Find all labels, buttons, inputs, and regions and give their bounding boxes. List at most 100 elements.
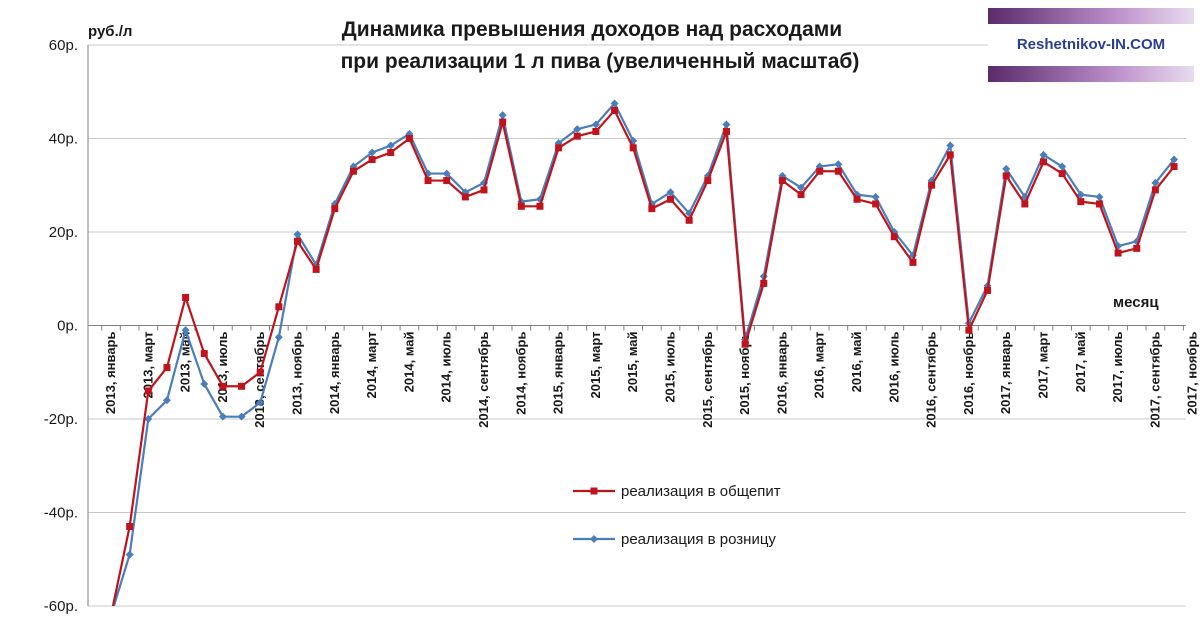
- data-point: [387, 149, 395, 157]
- x-tick-label: 2017, июль: [1110, 332, 1125, 403]
- x-tick-label: 2013, ноябрь: [290, 332, 305, 415]
- y-tick-label: -40р.: [44, 505, 78, 522]
- data-point: [182, 293, 190, 301]
- x-tick-label: 2016, январь: [774, 332, 789, 415]
- data-point: [442, 169, 451, 178]
- data-point: [797, 183, 806, 192]
- data-point: [108, 612, 115, 619]
- data-point: [890, 233, 898, 241]
- data-point: [218, 412, 227, 421]
- x-tick-label: 2017, сентябрь: [1147, 331, 1162, 427]
- legend-item: реализация в общепит: [573, 483, 781, 500]
- data-point: [1114, 249, 1122, 257]
- data-point: [331, 205, 339, 213]
- y-tick-label: 40р.: [49, 131, 78, 148]
- data-point: [275, 303, 283, 311]
- watermark-bar-bottom: [988, 66, 1194, 82]
- x-tick-label: 2015, март: [588, 332, 603, 399]
- x-tick-label: 2016, сентябрь: [924, 331, 939, 427]
- data-point: [256, 368, 264, 376]
- x-tick-label: 2016, март: [812, 332, 827, 399]
- data-point: [648, 205, 656, 213]
- x-tick-label: 2014, ноябрь: [513, 332, 528, 415]
- data-point: [1095, 192, 1104, 201]
- data-point: [349, 167, 357, 175]
- data-point: [144, 415, 153, 423]
- data-point: [928, 181, 936, 189]
- x-tick-label: 2015, май: [625, 331, 640, 392]
- data-point: [162, 396, 171, 405]
- data-point: [871, 192, 880, 201]
- data-point: [1076, 190, 1085, 199]
- data-point: [256, 398, 265, 407]
- data-point: [1039, 150, 1048, 159]
- data-point: [946, 151, 954, 159]
- legend-marker: [590, 487, 598, 495]
- data-point: [1170, 163, 1178, 171]
- data-point: [946, 141, 955, 150]
- data-point: [424, 177, 432, 185]
- chart-subtitle: при реализации 1 л пива (увеличенный мас…: [341, 50, 860, 73]
- data-point: [107, 611, 115, 619]
- data-point: [498, 111, 507, 120]
- data-point: [1058, 170, 1066, 178]
- data-point: [1002, 164, 1011, 173]
- axes: [87, 45, 1186, 606]
- data-point: [443, 177, 451, 185]
- y-tick-label: 60р.: [49, 37, 78, 54]
- x-tick-label: 2015, сентябрь: [700, 331, 715, 427]
- x-tick-label: 2014, июль: [439, 332, 454, 403]
- data-point: [405, 135, 413, 142]
- data-point: [238, 382, 246, 390]
- series-line: [111, 109, 1175, 606]
- data-point: [573, 132, 581, 140]
- x-tick-label: 2017, январь: [998, 331, 1013, 414]
- data-point: [1170, 155, 1179, 164]
- x-tick-label: 2017, март: [1036, 332, 1051, 399]
- x-tick-label: 2015, январь: [551, 332, 566, 415]
- data-point: [181, 326, 190, 335]
- x-tick-label: 2013, июль: [215, 332, 230, 403]
- data-point: [1151, 186, 1159, 194]
- y-tick-label: 20р.: [49, 224, 78, 241]
- data-point: [722, 120, 731, 129]
- watermark-text: Reshetnikov-IN.COM: [988, 30, 1194, 60]
- x-tick-label: 2016, май: [849, 331, 864, 392]
- x-tick-label: 2015, ноябрь: [737, 332, 752, 415]
- y-axis-label: руб./л: [88, 23, 132, 40]
- data-point: [760, 279, 768, 287]
- data-point: [610, 99, 619, 108]
- data-point: [1058, 162, 1067, 171]
- x-tick-label: 2017, ноябрь: [1185, 332, 1200, 415]
- x-tick-label: 2014, март: [364, 332, 379, 399]
- data-point: [611, 106, 619, 114]
- data-point: [293, 230, 302, 239]
- y-tick-label: -60р.: [44, 598, 78, 615]
- data-point: [1040, 158, 1047, 166]
- data-point: [1077, 198, 1085, 206]
- legend-label: реализация в розницу: [621, 531, 776, 548]
- watermark-bar-top: [988, 8, 1194, 24]
- data-point: [741, 340, 749, 348]
- data-point: [126, 523, 134, 531]
- data-point: [144, 387, 152, 395]
- data-point: [573, 125, 582, 134]
- data-point: [461, 193, 469, 201]
- x-tick-label: 2016, июль: [886, 332, 901, 403]
- data-point: [1095, 200, 1103, 208]
- data-point: [984, 286, 992, 294]
- data-point: [666, 188, 675, 197]
- data-point: [386, 141, 395, 150]
- x-tick-label: 2015, июль: [663, 332, 678, 403]
- data-point: [1151, 178, 1160, 187]
- legend-label: реализация в общепит: [621, 483, 781, 500]
- legend: реализация в общепит реализация в розницу: [573, 483, 781, 548]
- data-point: [834, 167, 842, 175]
- x-axis-label: месяц: [1113, 294, 1159, 311]
- data-point: [872, 200, 880, 208]
- y-tick-label: 0р.: [57, 318, 78, 335]
- x-tick-label: 2017, май: [1073, 331, 1088, 392]
- data-point: [125, 550, 134, 559]
- data-point: [629, 144, 637, 152]
